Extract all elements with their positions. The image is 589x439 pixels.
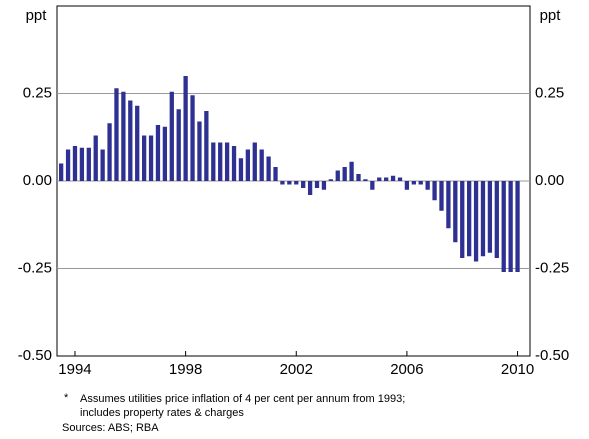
x-tick-label: 1998 (169, 361, 202, 378)
bar (397, 177, 403, 181)
bar (107, 123, 112, 181)
x-tick-label: 2006 (390, 361, 423, 378)
bar (473, 181, 479, 262)
bar (266, 156, 271, 181)
bar (384, 177, 389, 181)
bar (301, 181, 306, 188)
bar (135, 105, 140, 181)
note-marker: * (64, 392, 69, 404)
bar (245, 149, 251, 181)
bar (155, 125, 161, 181)
y-tick-label: -0.25 (18, 259, 52, 276)
bar (93, 135, 98, 181)
bar (224, 142, 230, 181)
x-tick-label: 2010 (501, 361, 534, 378)
bar (460, 181, 465, 258)
y-tick-label: 0.00 (23, 172, 52, 189)
y2-tick-label: -0.25 (535, 259, 569, 276)
y-tick-label: 0.25 (23, 84, 52, 101)
bar (59, 163, 64, 181)
bar (148, 135, 154, 181)
bar (411, 181, 416, 185)
bar (390, 175, 396, 181)
y-axis-label: ppt (26, 7, 48, 24)
bar (197, 121, 202, 181)
bar (86, 147, 91, 181)
bar (370, 181, 375, 190)
bar (404, 181, 410, 190)
bar (218, 142, 223, 181)
note: includes property rates & charges (80, 407, 244, 419)
bar (259, 149, 264, 181)
bar (169, 91, 174, 181)
bar (204, 111, 209, 181)
bar (238, 158, 244, 181)
bar (72, 146, 78, 181)
bar (515, 181, 520, 272)
y2-tick-label: 0.25 (535, 84, 564, 101)
bar (231, 146, 237, 181)
bar (321, 181, 327, 190)
bar (328, 179, 333, 181)
bar (183, 76, 188, 181)
bar (114, 88, 119, 181)
y2-axis-label: ppt (540, 7, 562, 24)
bar (453, 181, 458, 243)
bar (363, 179, 368, 181)
y-tick-label: -0.50 (18, 347, 52, 364)
bar (446, 181, 451, 229)
bar (314, 181, 320, 188)
bar (79, 147, 85, 181)
bar (176, 109, 181, 181)
bar (418, 181, 423, 185)
y2-tick-label: -0.50 (535, 347, 569, 364)
bar (307, 181, 313, 195)
bar (141, 135, 147, 181)
bar (425, 181, 430, 190)
bar (377, 177, 382, 181)
bar (100, 149, 105, 181)
x-tick-label: 2002 (280, 361, 313, 378)
bar (335, 170, 340, 181)
bar (508, 181, 513, 272)
bar (273, 167, 278, 181)
bar (211, 142, 216, 181)
bar (65, 149, 71, 181)
bar (121, 91, 126, 181)
bar (190, 95, 195, 181)
bar (501, 181, 506, 272)
bar (356, 174, 361, 181)
bar (294, 181, 299, 185)
bar (349, 161, 354, 181)
y2-tick-label: 0.00 (535, 172, 564, 189)
x-tick-label: 1994 (58, 361, 91, 378)
bar (480, 181, 486, 257)
bar (287, 181, 292, 185)
bar (467, 181, 472, 257)
bar (487, 181, 493, 253)
note: Assumes utilities price inflation of 4 p… (80, 393, 405, 405)
bar (494, 181, 499, 258)
bar (432, 181, 437, 201)
bar (342, 167, 347, 181)
bar (280, 181, 285, 185)
bar (162, 126, 168, 181)
bar (439, 181, 444, 211)
sources: Sources: ABS; RBA (62, 422, 159, 434)
bar (252, 142, 257, 181)
bar (128, 100, 133, 181)
